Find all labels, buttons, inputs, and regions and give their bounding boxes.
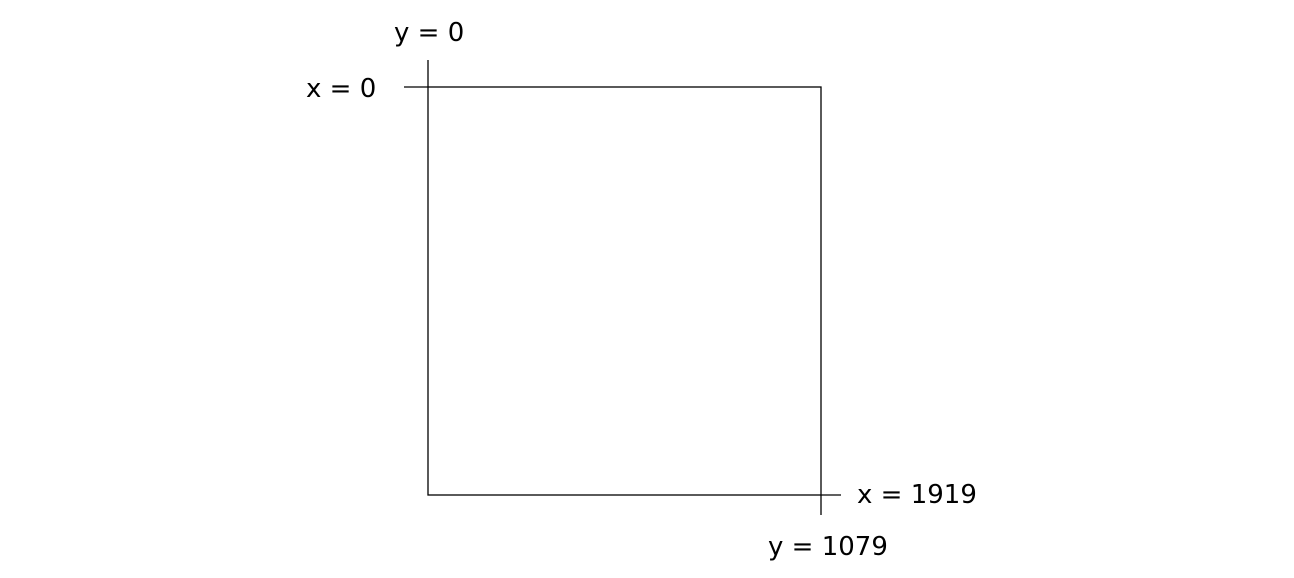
label-top-left-y: y = 0 [394, 18, 464, 48]
label-bottom-right-x: x = 1919 [857, 480, 977, 510]
label-top-left-x: x = 0 [306, 74, 376, 104]
label-bottom-right-y: y = 1079 [768, 532, 888, 562]
screen-rectangle [427, 86, 822, 496]
